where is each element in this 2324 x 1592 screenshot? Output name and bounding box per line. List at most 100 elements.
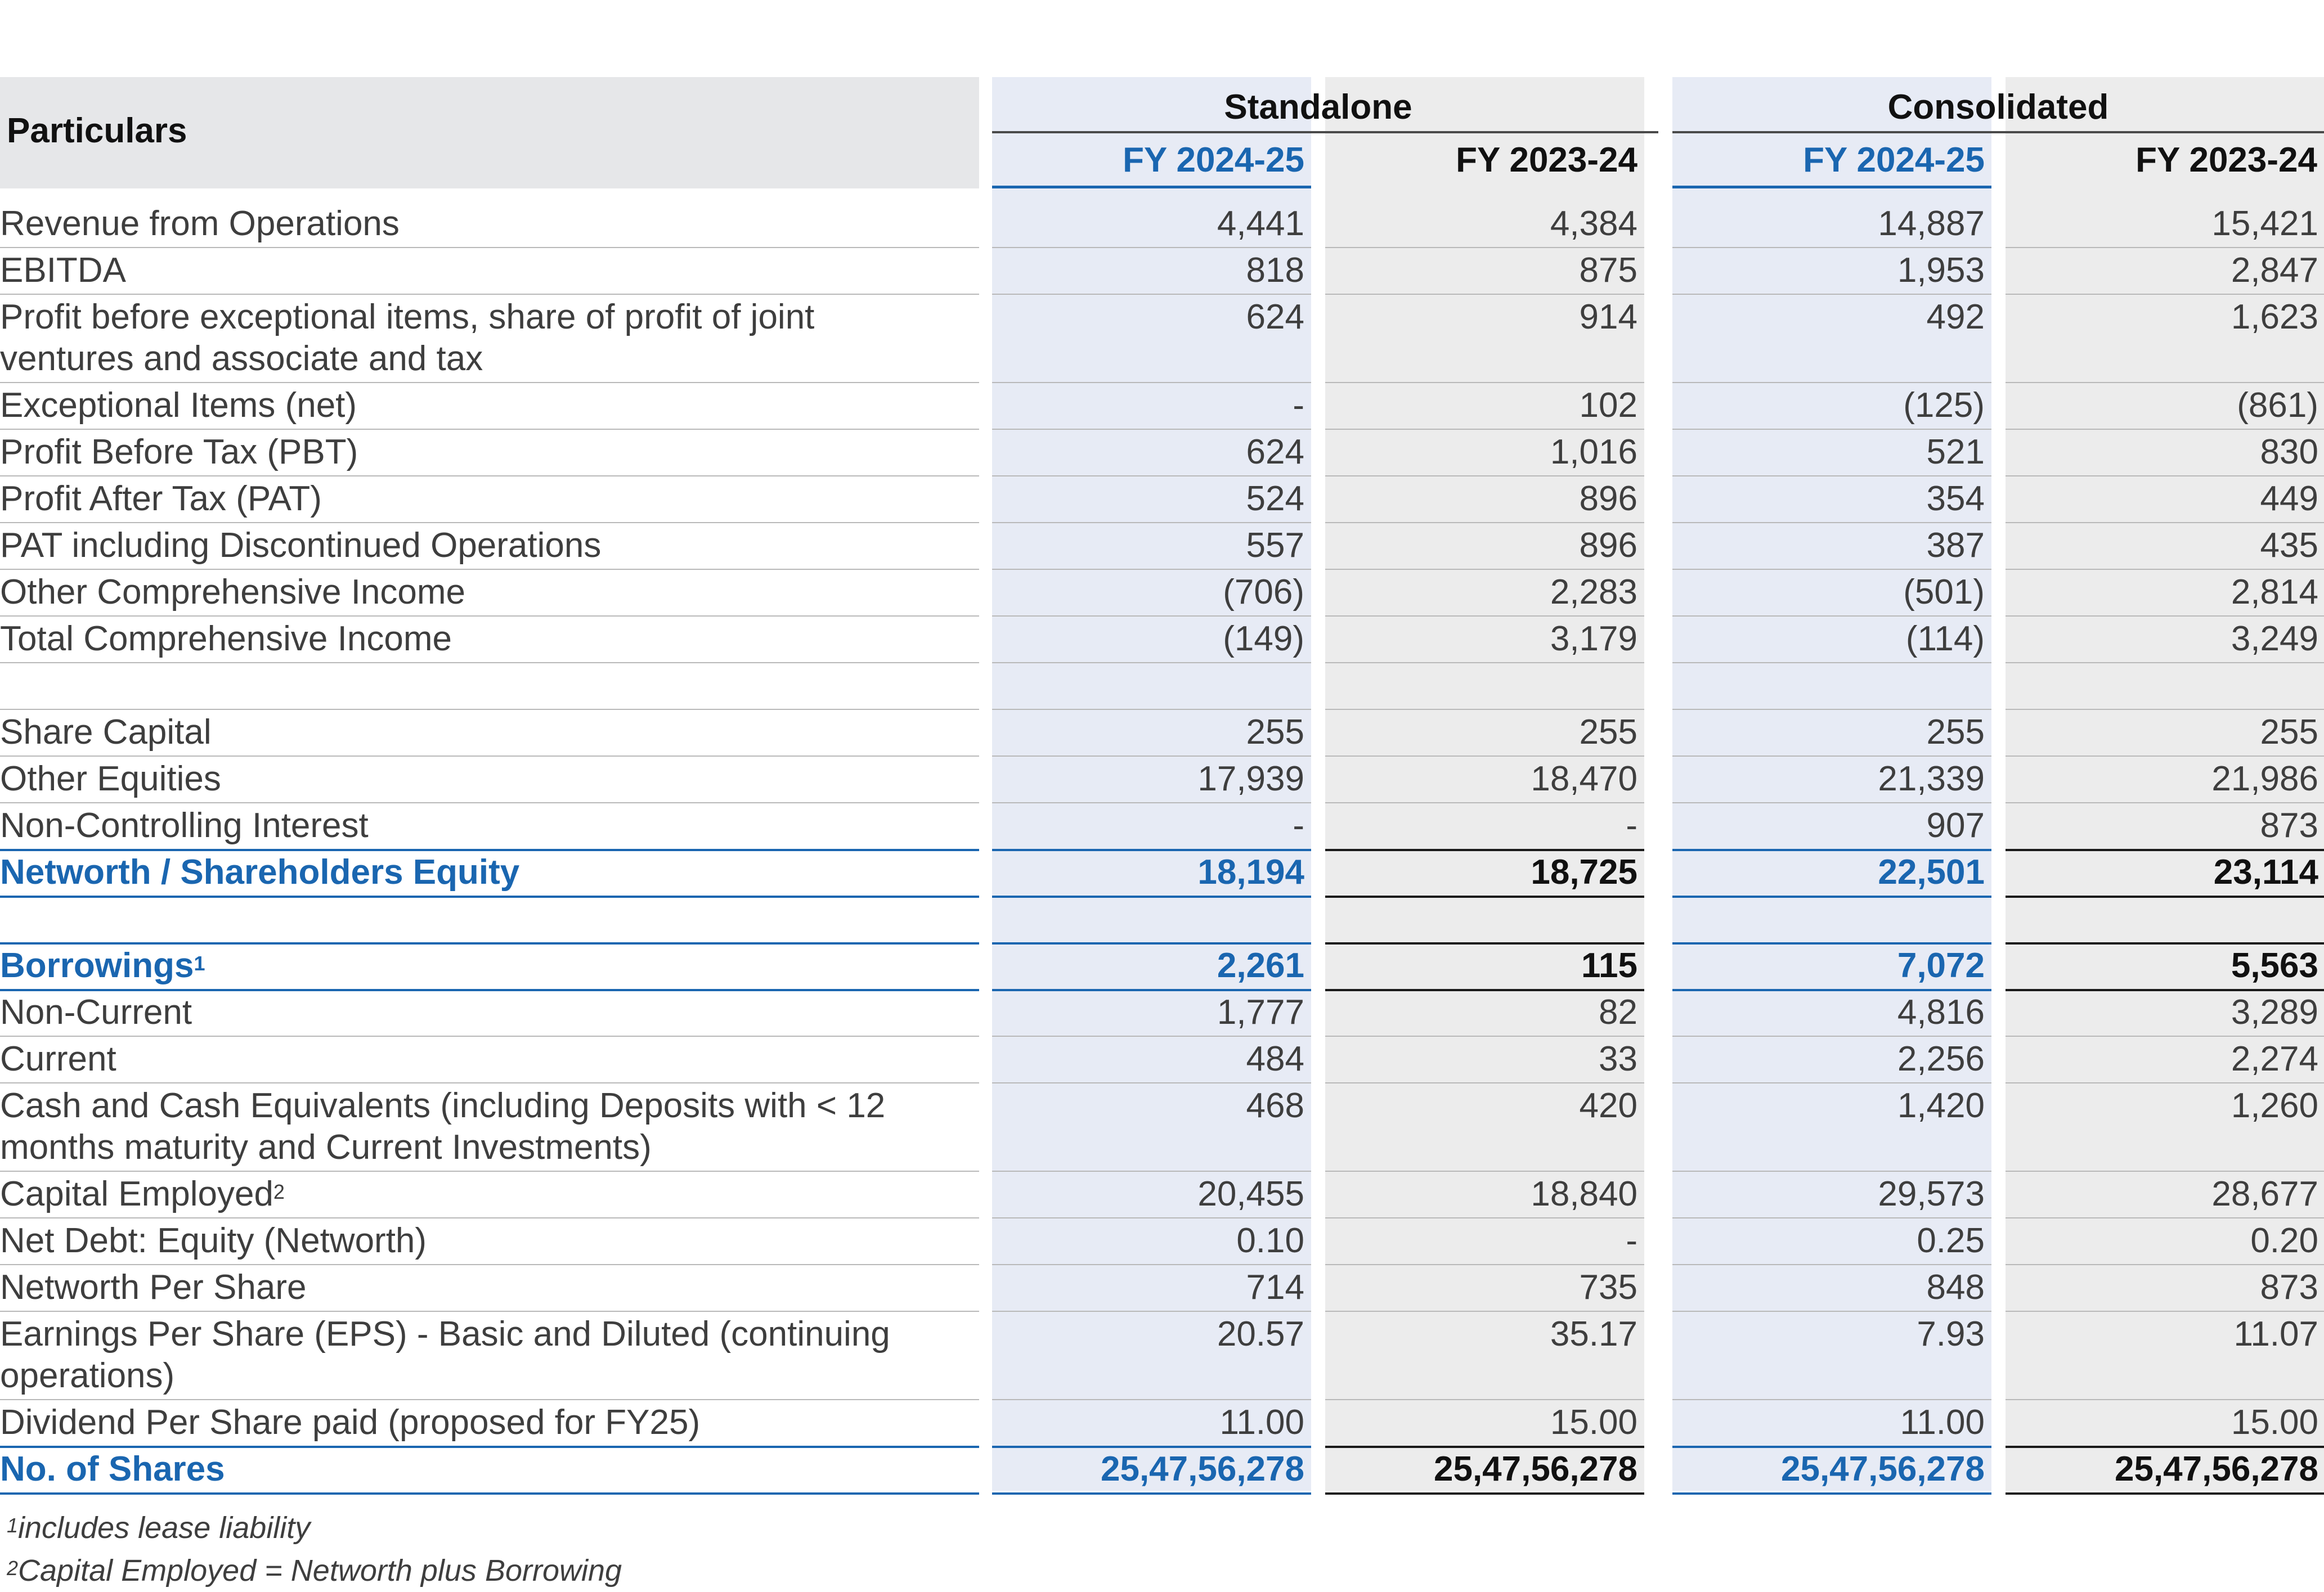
row-divider [0,382,979,383]
value-cell: 11.00 [1900,1403,1985,1442]
value-cell: (125) [1903,386,1985,425]
row-divider [1325,942,1644,945]
row-divider [992,1311,1311,1312]
table-row: Networth Per Share 714 735 848 873 [0,1265,2324,1311]
row-divider [1672,1082,1991,1083]
row-divider [2006,615,2324,617]
table-row: Profit After Tax (PAT) 524 896 354 449 [0,476,2324,523]
table-row: Current 484 33 2,256 2,274 [0,1036,2324,1083]
row-divider [992,1264,1311,1265]
row-label: EBITDA [0,251,126,290]
row-label: Dividend Per Share paid (proposed for FY… [0,1403,701,1442]
footnote-1: 1includes lease liability [7,1511,311,1545]
row-divider [1325,896,1644,898]
value-cell: (501) [1903,573,1985,611]
table-row: PAT including Discontinued Operations 557… [0,523,2324,569]
value-cell: 20,455 [1197,1175,1304,1213]
row-divider [1325,569,1644,570]
value-cell: 15,421 [2211,204,2318,243]
value-cell: 848 [1926,1268,1985,1307]
value-cell: 33 [1599,1040,1637,1078]
value-cell: 115 [1581,946,1637,985]
table-row: EBITDA 818 875 1,953 2,847 [0,248,2324,294]
footnote-marker: 2 [273,1180,285,1203]
row-divider [1672,429,1991,430]
row-divider [1672,382,1991,383]
table-row: Other Equities 17,939 18,470 21,339 21,986 [0,756,2324,803]
value-cell: 5,563 [2231,946,2318,985]
value-cell: 21,986 [2211,759,2318,798]
row-divider [992,755,1311,757]
row-divider [992,522,1311,523]
row-divider [992,1217,1311,1218]
value-cell: (149) [1223,619,1304,658]
row-divider [992,615,1311,617]
row-divider [992,1036,1311,1037]
table-row: Net Debt: Equity (Networth) 0.10 - 0.25 0.20 [0,1218,2324,1265]
row-divider [1325,522,1644,523]
value-cell: 624 [1246,433,1304,471]
value-cell: 11.07 [2233,1315,2318,1353]
row-divider [992,802,1311,803]
row-divider [992,1082,1311,1083]
row-divider [1325,709,1644,710]
row-divider [0,1036,979,1037]
spacer-row [0,663,2324,709]
row-divider [0,1399,979,1400]
row-label: Profit Before Tax (PBT) [0,433,358,471]
row-divider [2006,294,2324,295]
value-cell: 18,470 [1531,759,1637,798]
row-divider [1672,662,1991,663]
table-row: No. of Shares 25,47,56,278 25,47,56,278 25,… [0,1446,2324,1493]
row-label: PAT including Discontinued Operations [0,526,602,565]
value-cell: 7.93 [1917,1315,1985,1353]
row-label: Cash and Cash Equivalents (including Dep… [0,1086,886,1167]
value-cell: 3,179 [1550,619,1637,658]
value-cell: 28,677 [2211,1175,2318,1213]
value-cell: 20.57 [1217,1315,1304,1353]
table-row: Revenue from Operations 4,441 4,384 14,887 1… [0,201,2324,248]
row-divider [0,429,979,430]
row-divider [2006,1082,2324,1083]
value-cell: (706) [1223,573,1304,611]
row-divider [1325,1446,1644,1448]
row-divider [1325,475,1644,476]
value-cell: 449 [2260,479,2318,518]
table-row: Profit before exceptional items, share o… [0,294,2324,383]
row-divider [2006,429,2324,430]
particulars-header: Particulars [7,111,187,150]
row-divider [992,709,1311,710]
row-divider [2006,1264,2324,1265]
table-row: Non-Current 1,777 82 4,816 3,289 [0,990,2324,1036]
row-divider [992,1492,1311,1495]
table-row: Exceptional Items (net) - 102 (125) (861) [0,383,2324,429]
row-divider [992,989,1311,991]
row-divider [2006,1171,2324,1172]
value-cell: 2,274 [2231,1040,2318,1078]
value-cell: 484 [1246,1040,1304,1078]
value-cell: 4,816 [1897,993,1985,1032]
value-cell: 914 [1579,298,1637,336]
value-cell: 1,260 [2231,1086,2318,1125]
table-row: Networth / Shareholders Equity 18,194 18,7… [0,849,2324,896]
value-cell: 492 [1926,298,1985,336]
row-divider [1325,802,1644,803]
row-divider [0,522,979,523]
year-header-standalone-fy2324: FY 2023-24 [1456,140,1637,179]
footnote-marker: 1 [194,952,205,975]
year-header-consolidated-fy2324: FY 2023-24 [2135,140,2317,179]
row-divider [2006,569,2324,570]
table-row: Dividend Per Share paid (proposed for FY… [0,1400,2324,1446]
row-divider [1672,475,1991,476]
year-header-standalone-fy2425: FY 2024-25 [1123,140,1304,179]
standalone-header: Standalone [1224,87,1412,127]
footnote-2: 2Capital Employed = Networth plus Borrow… [7,1554,622,1587]
row-divider [1672,896,1991,898]
row-divider [0,662,979,663]
value-cell: 818 [1246,251,1304,290]
value-cell: 1,623 [2231,298,2318,336]
row-divider [1672,1264,1991,1265]
table-row: Total Comprehensive Income (149) 3,179 (114… [0,616,2324,663]
table-row: Non-Controlling Interest - - 907 873 [0,803,2324,849]
row-divider [0,1264,979,1265]
